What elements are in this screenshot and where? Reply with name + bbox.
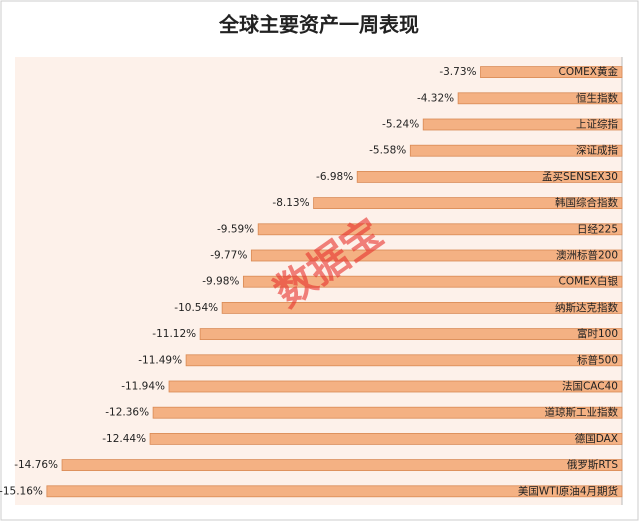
bar [46,485,623,498]
value-label: -5.24% [382,119,419,131]
bar [457,92,623,105]
bar [168,380,623,393]
category-label: 恒生指数 [576,91,618,104]
value-label: -9.59% [217,223,254,235]
value-label: -5.58% [369,145,406,157]
value-label: -12.44% [102,433,146,445]
category-label: 道琼斯工业指数 [545,406,619,419]
chart-title: 全球主要资产一周表现 [218,13,419,37]
value-label: -11.49% [138,354,182,366]
category-label: 法国CAC40 [562,380,618,393]
value-label: -12.36% [105,407,149,419]
bar [199,328,623,341]
value-label: -10.54% [174,302,218,314]
bar [356,170,623,183]
category-label: 德国DAX [575,432,618,445]
value-label: -8.13% [272,197,309,209]
category-label: 标普500 [577,353,618,366]
category-label: 日经225 [577,222,618,235]
bar [409,144,623,157]
bar [250,249,623,262]
value-label: -3.73% [439,66,476,78]
category-label: 澳洲标普200 [556,249,618,262]
value-label: -15.16% [0,485,43,497]
category-label: 美国WTI原油4月期货 [518,484,618,497]
category-label: 纳斯达克指数 [555,301,618,314]
category-label: 富时100 [577,327,618,340]
bar [422,118,623,131]
bar [221,301,623,314]
bar [480,66,623,78]
value-label: -6.98% [316,171,353,183]
bar [61,459,623,472]
value-label: -9.77% [210,250,247,262]
bar [152,406,623,419]
bar [313,197,623,210]
category-label: 孟买SENSEX30 [542,171,618,183]
category-label: 深证成指 [576,144,618,157]
category-label: 韩国综合指数 [555,196,618,209]
bar [257,223,623,236]
bar [149,432,623,445]
value-label: -4.32% [417,92,454,104]
value-label: -9.98% [202,276,239,288]
bar [185,354,623,367]
category-label: 俄罗斯RTS [567,458,618,471]
value-label: -11.12% [152,328,196,340]
value-label: -11.94% [121,381,165,393]
category-label: COMEX黄金 [559,65,619,78]
value-label: -14.76% [14,459,58,471]
bar [242,275,623,288]
category-label: 上证综指 [576,118,618,131]
category-label: COMEX白银 [559,275,619,288]
